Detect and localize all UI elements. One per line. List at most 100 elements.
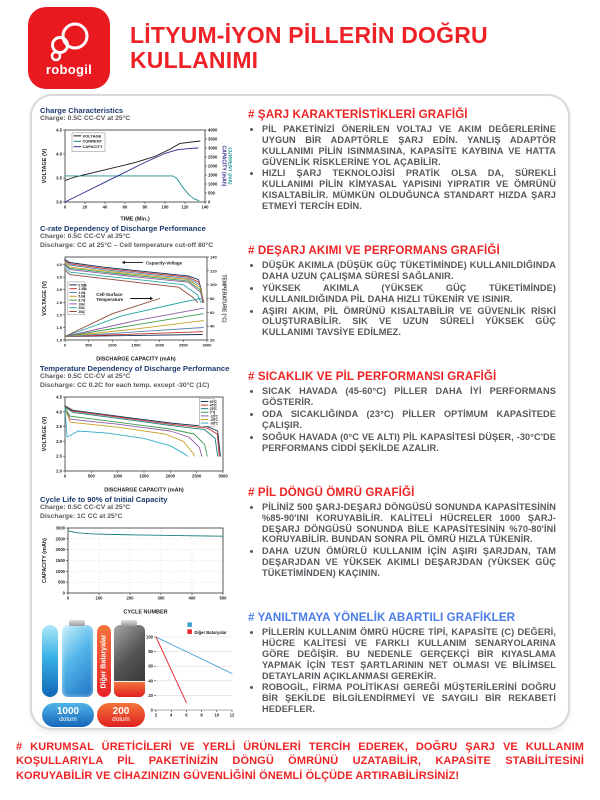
chart-subtitle: Charge: 0.5C CC-CV at 25°C: [40, 115, 131, 122]
svg-text:140: 140: [202, 205, 210, 210]
svg-text:CURRENT: CURRENT: [83, 139, 103, 144]
svg-text:Diğer Bataryalar: Diğer Bataryalar: [194, 630, 227, 635]
bad-battery-low-charge: [114, 681, 145, 698]
svg-text:2.5: 2.5: [56, 300, 62, 305]
bullet-list: SICAK HAVADA (45-60°C) PİLLER DAHA İYİ P…: [248, 386, 556, 453]
svg-text:4.0: 4.0: [56, 262, 62, 267]
svg-text:80: 80: [143, 205, 148, 210]
svg-text:1000: 1000: [56, 569, 66, 574]
page-title-line1: LİTYUM-İYON PİLLERİN DOĞRU: [130, 21, 488, 48]
svg-text:2500: 2500: [208, 155, 218, 160]
cycle-life-chart: 0 100 200 300 400 500 0 500 1000 1500 2000 2500 3000…: [42, 526, 227, 616]
page-title-line2: KULLANIMI: [130, 47, 259, 73]
svg-text:20: 20: [83, 205, 88, 210]
svg-text:120: 120: [210, 269, 217, 274]
chart-subtitle: Charge: 0.5C CC-CV at 25°C: [40, 504, 131, 512]
chart-block-cycle-life: Cycle Life to 90% of Initial Capacity Ch…: [40, 495, 238, 615]
svg-text:6: 6: [185, 713, 188, 718]
good-battery-graphic: [62, 625, 93, 698]
svg-text:CYCLE NUMBER: CYCLE NUMBER: [123, 610, 167, 616]
bullet-item: PİLLERİN KULLANIM ÖMRÜ HÜCRE TİPİ, KAPAS…: [262, 627, 556, 681]
svg-text:1000: 1000: [208, 182, 218, 187]
svg-text:3000: 3000: [56, 526, 66, 531]
svg-text:10A: 10A: [78, 303, 85, 307]
chart-subtitle: Charge: 0.5C CC-CV at 25°C: [40, 233, 131, 241]
chart-block-crate: C-rate Dependency of Discharge Performan…: [40, 224, 238, 362]
chart-title: Temperature Dependency of Discharge Perf…: [40, 364, 230, 374]
svg-text:1500: 1500: [56, 558, 66, 563]
svg-text:12: 12: [230, 713, 235, 718]
svg-text:2.0: 2.0: [56, 313, 62, 318]
svg-text:100: 100: [96, 596, 104, 601]
svg-text:TEMPERATURE (°C): TEMPERATURE (°C): [221, 275, 227, 323]
bullet-item: DÜŞÜK AKIMLA (DÜŞÜK GÜÇ TÜKETİMİNDE) KUL…: [262, 260, 556, 282]
section-discharge: # DEŞARJ AKIMI VE PERFORMANS GRAFİĞİ DÜŞ…: [248, 244, 556, 339]
bullet-item: PİL PAKETİNİZİ ÖNERİLEN VOLTAJ VE AKIM D…: [262, 124, 556, 167]
text-column: # ŞARJ KARAKTERİSTİKLERİ GRAFİĞİ PİL PAK…: [248, 106, 556, 720]
section-heading: # ŞARJ KARAKTERİSTİKLERİ GRAFİĞİ: [248, 108, 468, 121]
svg-text:3000: 3000: [203, 343, 213, 348]
svg-text:VOLTAGE (V): VOLTAGE (V): [42, 417, 48, 452]
svg-text:1000: 1000: [113, 474, 123, 479]
svg-text:0: 0: [64, 343, 67, 348]
svg-text:3500: 3500: [208, 137, 218, 142]
bullet-item: ROBOGİL, FİRMA POLİTİKASI GEREĞİ MÜŞTERİ…: [262, 682, 556, 715]
svg-text:2500: 2500: [179, 343, 189, 348]
svg-text:-30°C: -30°C: [210, 422, 219, 426]
svg-text:60: 60: [210, 310, 215, 315]
bullet-item: HIZLI ŞARJ TEKNOLOJİSİ PRATİK OLSA DA, S…: [262, 168, 556, 211]
svg-text:1.45A: 1.45A: [78, 288, 87, 292]
svg-text:3.0: 3.0: [56, 288, 62, 293]
svg-text:VOLTAGE: VOLTAGE: [83, 134, 102, 139]
svg-text:2: 2: [155, 713, 158, 718]
svg-text:40: 40: [103, 205, 108, 210]
svg-text:80: 80: [210, 296, 215, 301]
chart-subtitle: Discharge: CC 0.2C for each temp. except…: [40, 381, 210, 389]
svg-text:VOLTAGE (V): VOLTAGE (V): [42, 149, 48, 184]
svg-text:0.58A: 0.58A: [78, 284, 87, 288]
svg-text:60°C: 60°C: [210, 400, 218, 404]
svg-text:4000: 4000: [208, 128, 218, 133]
robogil-logo-icon: [50, 22, 89, 61]
svg-text:4.5: 4.5: [56, 128, 62, 133]
svg-text:40: 40: [210, 324, 215, 329]
svg-text:500: 500: [85, 343, 92, 348]
svg-text:500: 500: [208, 191, 216, 196]
logo-text: robogil: [45, 61, 93, 77]
svg-text:CURRENT (mA): CURRENT (mA): [227, 148, 233, 186]
svg-text:8: 8: [200, 713, 203, 718]
svg-text:0°C: 0°C: [210, 411, 216, 415]
charge-characteristics-chart: 0 20 40 60 80 100 120 140 3.0 3.5 4.0 4.5 0 500 1000 15…: [42, 128, 233, 223]
svg-text:1500: 1500: [132, 343, 142, 348]
svg-text:3.5: 3.5: [56, 425, 62, 430]
temperature-discharge-chart: 0 500 1000 1500 2000 2500 3000 2.0 2.5 3.0 3.5 4.0 4…: [42, 395, 228, 494]
svg-text:4.5: 4.5: [56, 395, 62, 400]
svg-text:2000: 2000: [166, 474, 176, 479]
svg-text:10: 10: [214, 713, 219, 718]
svg-text:3000: 3000: [208, 146, 218, 151]
svg-text:-10°C: -10°C: [210, 415, 219, 419]
bad-battery-cap: [121, 620, 137, 627]
robogil-logo: robogil: [28, 7, 110, 89]
svg-text:2.5: 2.5: [56, 454, 62, 459]
section-temperature: # SICAKLIK VE PİL PERFORMANSI GRAFİĞİ SI…: [248, 370, 556, 454]
svg-text:2.9A: 2.9A: [78, 291, 85, 295]
chart-block-charge: Charge Characteristics Charge: 0.5C CC-C…: [40, 106, 238, 222]
bad-battery-graphic: [114, 625, 145, 698]
svg-text:80: 80: [148, 649, 153, 654]
header: robogil LİTYUM-İYON PİLLERİN DOĞRU KULLA…: [0, 0, 600, 89]
svg-text:100: 100: [146, 635, 154, 640]
svg-text:CAPACITY (mAh): CAPACITY (mAh): [221, 146, 227, 187]
chart-title: Cycle Life to 90% of Initial Capacity: [40, 495, 168, 505]
capacity-decline-mini-chart: 2 4 6 8 10 12 0 20 40 60 80 100 Diğer Bataryalar: [146, 622, 235, 718]
bad-cycle-count: 200: [112, 706, 130, 718]
svg-text:20: 20: [148, 693, 153, 698]
good-battery-cap: [69, 620, 85, 627]
svg-text:500: 500: [88, 474, 96, 479]
bullet-item: ODA SICAKLIĞINDA (23°C) PİLLER OPTİMUM K…: [262, 409, 556, 431]
svg-text:100: 100: [162, 205, 170, 210]
svg-text:2500: 2500: [192, 474, 202, 479]
section-heading: # DEŞARJ AKIMI VE PERFORMANS GRAFİĞİ: [248, 244, 500, 258]
svg-text:2.0: 2.0: [56, 469, 62, 474]
section-cycle-life: # PİL DÖNGÜ ÖMRÜ GRAFİĞİ PİLİNİZ 500 ŞAR…: [248, 486, 556, 580]
